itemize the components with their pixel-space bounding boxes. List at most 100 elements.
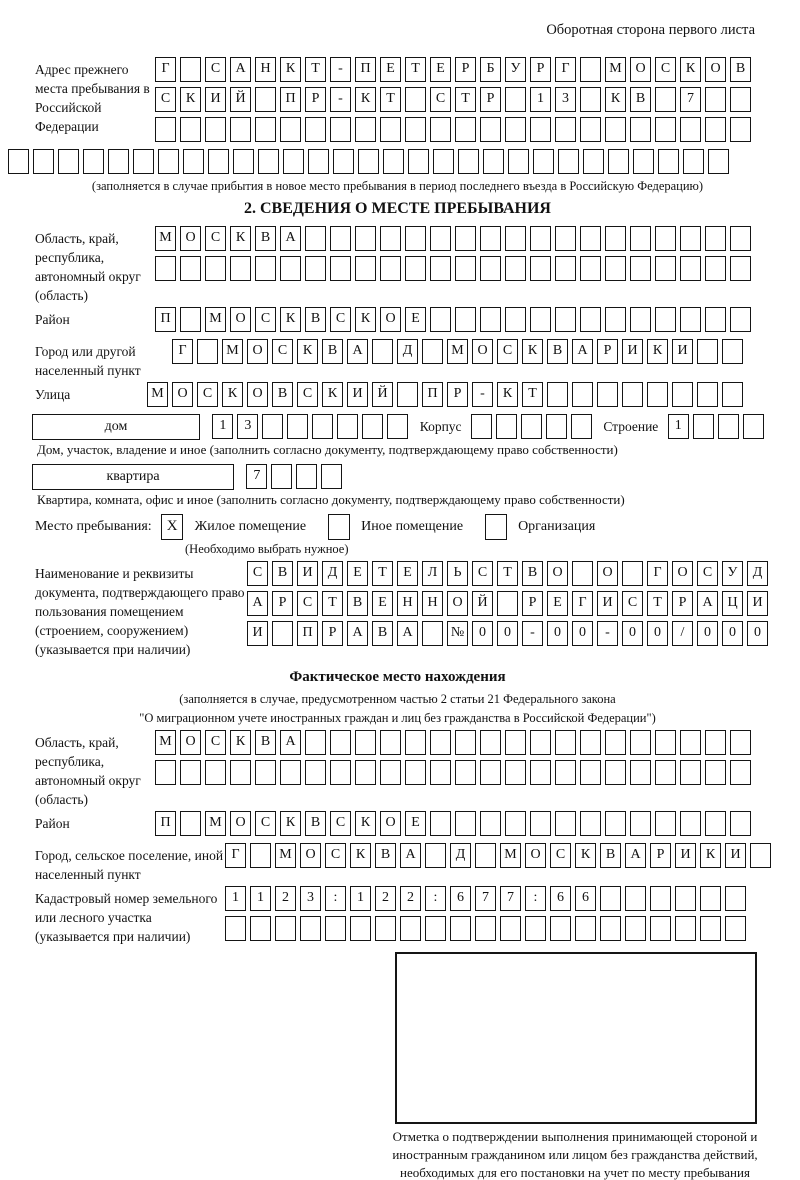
char-box[interactable]: [355, 760, 376, 785]
char-box[interactable]: [533, 149, 554, 174]
char-box[interactable]: С: [497, 339, 518, 364]
char-box[interactable]: [300, 916, 321, 941]
char-box[interactable]: [680, 730, 701, 755]
char-box[interactable]: [705, 730, 726, 755]
char-box[interactable]: Д: [322, 561, 343, 586]
char-box[interactable]: [387, 414, 409, 439]
char-box[interactable]: [655, 226, 676, 251]
char-box[interactable]: [680, 226, 701, 251]
char-box[interactable]: [287, 414, 309, 439]
char-box[interactable]: [333, 149, 354, 174]
char-box[interactable]: [572, 561, 593, 586]
flat-box[interactable]: квартира: [32, 464, 234, 490]
char-box[interactable]: [433, 149, 454, 174]
char-box[interactable]: [372, 339, 393, 364]
char-box[interactable]: К: [280, 307, 301, 332]
char-box[interactable]: [705, 226, 726, 251]
char-box[interactable]: 2: [400, 886, 421, 911]
char-box[interactable]: К: [647, 339, 668, 364]
char-box[interactable]: У: [722, 561, 743, 586]
char-box[interactable]: [680, 811, 701, 836]
char-box[interactable]: [570, 414, 592, 439]
char-box[interactable]: В: [272, 382, 293, 407]
char-box[interactable]: [271, 464, 293, 489]
char-box[interactable]: [680, 307, 701, 332]
char-box[interactable]: [430, 811, 451, 836]
char-box[interactable]: [547, 382, 568, 407]
char-box[interactable]: [380, 256, 401, 281]
char-box[interactable]: [208, 149, 229, 174]
char-box[interactable]: [308, 149, 329, 174]
char-box[interactable]: [480, 811, 501, 836]
char-box[interactable]: С: [197, 382, 218, 407]
char-box[interactable]: М: [605, 57, 626, 82]
char-box[interactable]: [425, 916, 446, 941]
char-box[interactable]: О: [630, 57, 651, 82]
char-box[interactable]: И: [675, 843, 696, 868]
char-box[interactable]: [725, 916, 746, 941]
char-box[interactable]: [280, 117, 301, 142]
char-box[interactable]: М: [205, 307, 226, 332]
char-box[interactable]: С: [297, 591, 318, 616]
char-box[interactable]: [133, 149, 154, 174]
char-box[interactable]: Г: [225, 843, 246, 868]
char-box[interactable]: [705, 117, 726, 142]
char-box[interactable]: Т: [372, 561, 393, 586]
char-box[interactable]: [583, 149, 604, 174]
char-box[interactable]: [355, 730, 376, 755]
char-box[interactable]: [700, 916, 721, 941]
char-box[interactable]: [230, 256, 251, 281]
char-box[interactable]: Н: [397, 591, 418, 616]
char-box[interactable]: [505, 760, 526, 785]
char-box[interactable]: [258, 149, 279, 174]
char-box[interactable]: [450, 916, 471, 941]
char-box[interactable]: В: [522, 561, 543, 586]
char-box[interactable]: К: [680, 57, 701, 82]
char-box[interactable]: М: [155, 730, 176, 755]
char-box[interactable]: [730, 307, 751, 332]
char-box[interactable]: [155, 760, 176, 785]
char-box[interactable]: [580, 87, 601, 112]
char-box[interactable]: С: [155, 87, 176, 112]
char-box[interactable]: Р: [447, 382, 468, 407]
char-box[interactable]: С: [247, 561, 268, 586]
char-box[interactable]: К: [230, 226, 251, 251]
char-box[interactable]: Т: [497, 561, 518, 586]
char-box[interactable]: [455, 117, 476, 142]
char-box[interactable]: М: [275, 843, 296, 868]
char-box[interactable]: [605, 760, 626, 785]
char-box[interactable]: 0: [572, 621, 593, 646]
char-box[interactable]: [255, 256, 276, 281]
char-box[interactable]: Т: [380, 87, 401, 112]
char-box[interactable]: М: [447, 339, 468, 364]
char-box[interactable]: [655, 256, 676, 281]
char-box[interactable]: [555, 730, 576, 755]
char-box[interactable]: [730, 256, 751, 281]
char-box[interactable]: [205, 256, 226, 281]
char-box[interactable]: [730, 226, 751, 251]
char-box[interactable]: [325, 916, 346, 941]
char-box[interactable]: [717, 414, 739, 439]
char-box[interactable]: П: [155, 307, 176, 332]
checkbox-other-premises[interactable]: [327, 514, 350, 540]
char-box[interactable]: [180, 256, 201, 281]
char-box[interactable]: И: [725, 843, 746, 868]
char-box[interactable]: Е: [380, 57, 401, 82]
char-box[interactable]: Й: [472, 591, 493, 616]
char-box[interactable]: И: [205, 87, 226, 112]
char-box[interactable]: К: [322, 382, 343, 407]
char-box[interactable]: 1: [667, 414, 689, 439]
char-box[interactable]: [572, 382, 593, 407]
char-box[interactable]: [580, 811, 601, 836]
char-box[interactable]: Д: [450, 843, 471, 868]
char-box[interactable]: С: [255, 307, 276, 332]
char-box[interactable]: С: [205, 57, 226, 82]
char-box[interactable]: В: [255, 730, 276, 755]
char-box[interactable]: [430, 760, 451, 785]
char-box[interactable]: [230, 117, 251, 142]
char-box[interactable]: :: [325, 886, 346, 911]
char-box[interactable]: О: [180, 226, 201, 251]
char-box[interactable]: [430, 117, 451, 142]
char-box[interactable]: [555, 811, 576, 836]
char-box[interactable]: О: [447, 591, 468, 616]
